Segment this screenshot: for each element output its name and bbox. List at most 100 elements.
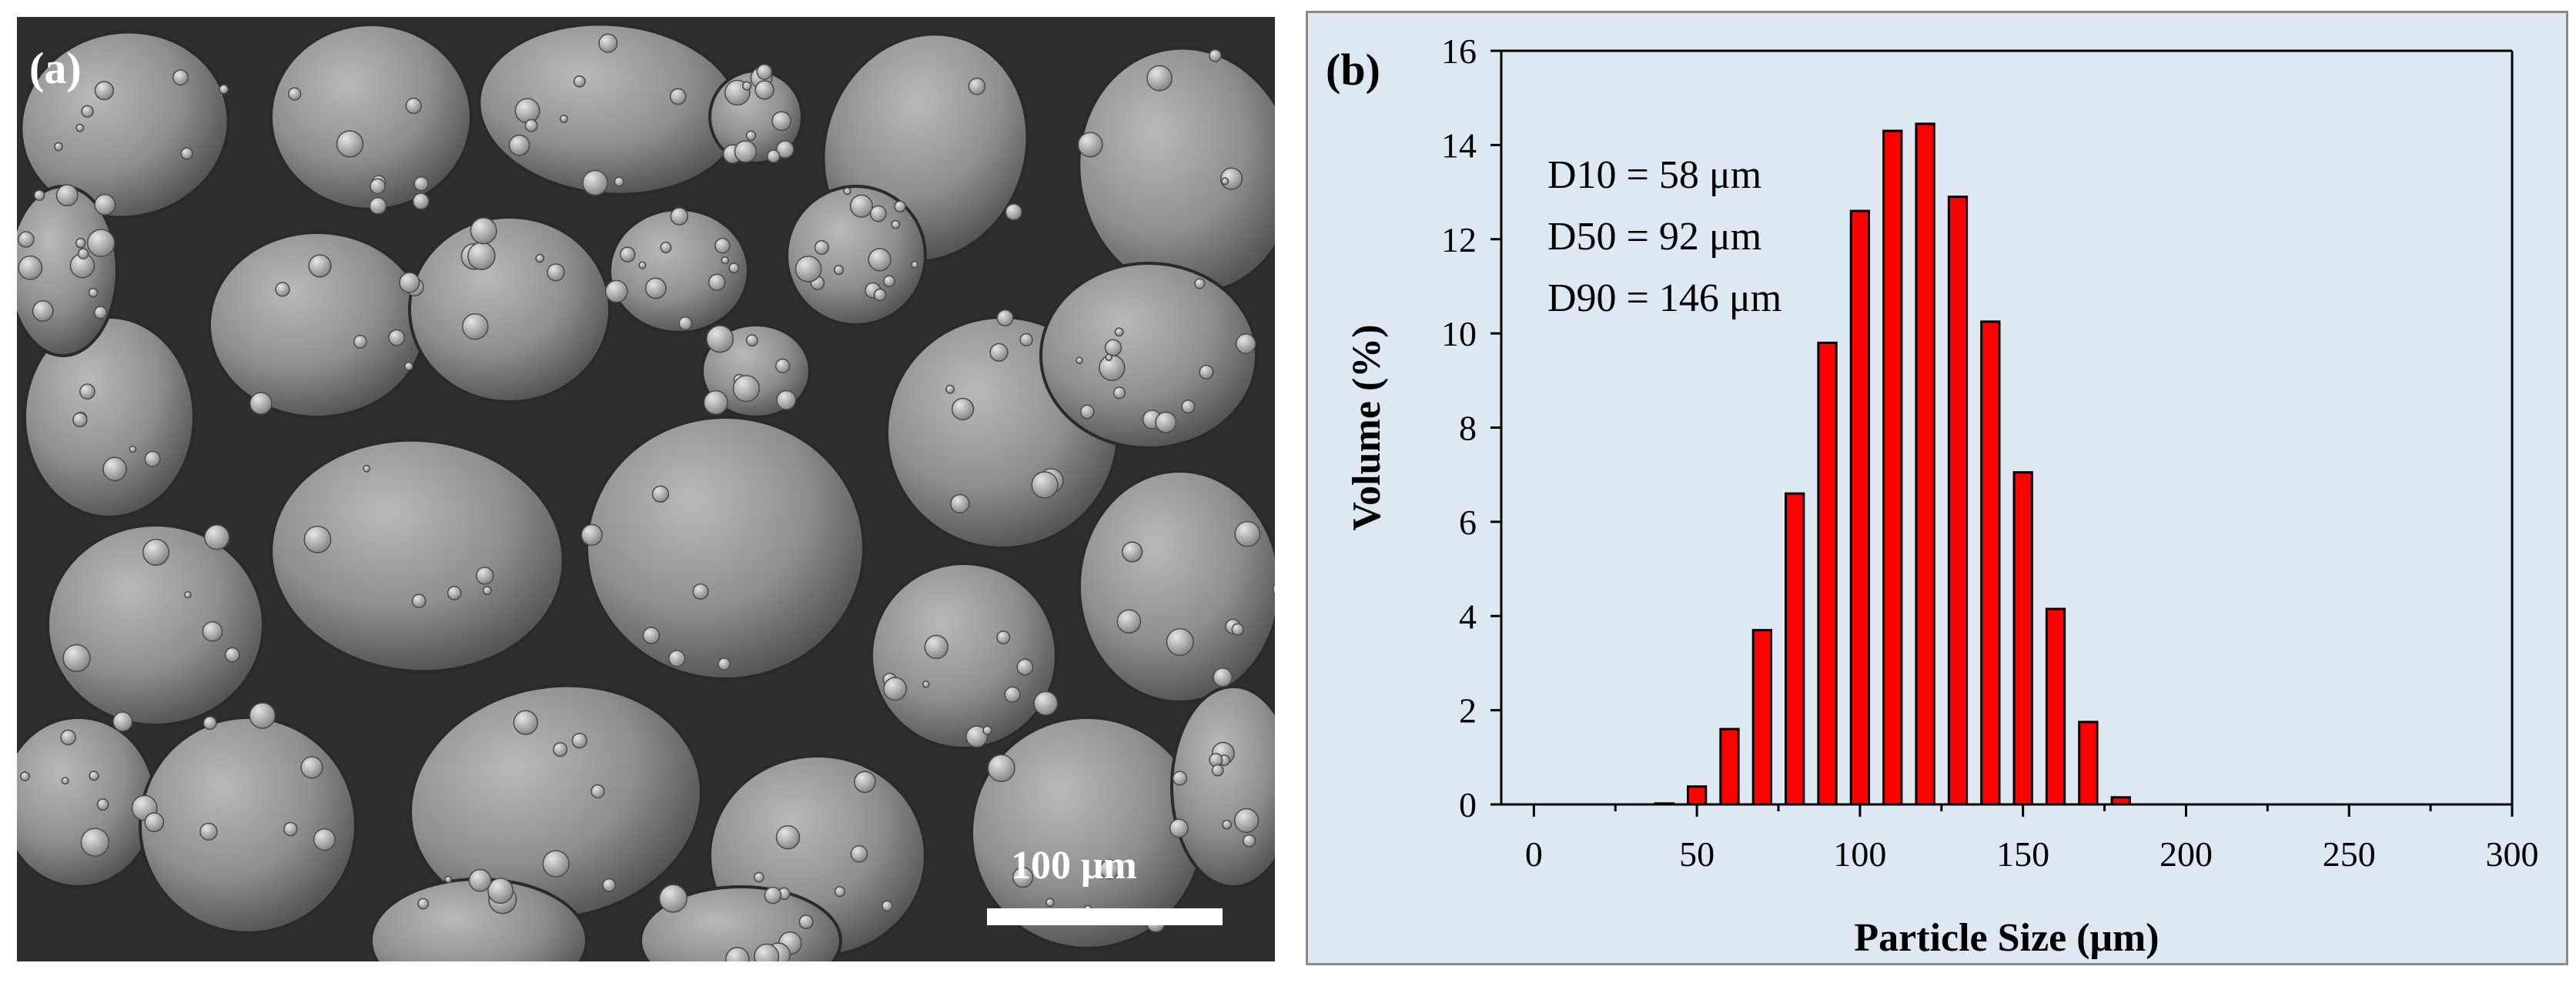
satellite-particle <box>1213 667 1233 687</box>
satellite-particle <box>1004 686 1021 703</box>
satellite-particle <box>745 130 757 141</box>
satellite-particle <box>1033 690 1059 716</box>
satellite-particle <box>144 450 161 467</box>
satellite-particle <box>1166 628 1194 657</box>
satellite-particle <box>487 878 514 904</box>
satellite-particle <box>883 677 908 701</box>
satellite-particle <box>144 812 165 833</box>
satellite-particle <box>714 237 731 254</box>
satellite-particle <box>33 189 45 202</box>
satellite-particle <box>482 586 492 595</box>
satellite-particle <box>81 105 94 118</box>
satellite-particle <box>1005 203 1022 221</box>
satellite-particle <box>604 279 628 303</box>
satellite-particle <box>882 900 893 912</box>
satellite-particle <box>75 238 86 249</box>
satellite-particle <box>775 824 801 850</box>
satellite-particle <box>300 756 323 779</box>
satellite-particle <box>447 586 462 600</box>
satellite-particle <box>996 309 1014 327</box>
satellite-particle <box>363 464 371 473</box>
satellite-particle <box>79 383 95 400</box>
satellite-particle <box>1243 834 1256 848</box>
satellite-particle <box>1114 327 1124 337</box>
satellite-particle <box>741 81 752 91</box>
powder-particle <box>269 23 473 211</box>
satellite-particle <box>61 777 69 785</box>
satellite-particle <box>1235 333 1256 354</box>
satellite-particle <box>303 525 332 553</box>
satellite-particle <box>771 111 791 132</box>
satellite-particle <box>54 142 63 152</box>
satellite-particle <box>1233 807 1260 834</box>
satellite-particle <box>965 725 989 748</box>
satellite-particle <box>1099 859 1120 880</box>
satellite-particle <box>764 886 782 904</box>
satellite-particle <box>598 33 618 53</box>
panel-a-label: (a) <box>29 43 82 93</box>
satellite-particle <box>199 822 218 841</box>
satellite-particle <box>869 205 887 222</box>
powder-particle <box>585 416 865 680</box>
satellite-particle <box>718 657 731 670</box>
satellite-particle <box>1076 356 1083 365</box>
satellite-particle <box>313 828 336 851</box>
satellite-particle <box>461 313 489 340</box>
satellite-particle <box>60 729 76 746</box>
satellite-particle <box>854 771 876 794</box>
satellite-particle <box>1211 764 1224 777</box>
satellite-particle <box>204 524 230 550</box>
satellite-particle <box>388 329 406 346</box>
satellite-particle <box>1077 132 1103 158</box>
satellite-particle <box>580 523 603 547</box>
satellite-particle <box>1209 48 1222 62</box>
satellite-particle <box>1209 753 1223 767</box>
satellite-particle <box>1122 541 1143 563</box>
satellite-particle <box>1016 658 1034 676</box>
satellite-particle <box>745 334 758 347</box>
scale-bar-label: 100 μm <box>1011 844 1137 888</box>
satellite-particle <box>93 306 108 319</box>
satellite-particle <box>88 287 99 298</box>
satellite-particle <box>660 241 672 253</box>
satellite-particle <box>883 275 895 288</box>
satellite-particle <box>1222 819 1233 830</box>
satellite-particle <box>756 63 773 80</box>
satellite-particle <box>1231 623 1244 636</box>
satellite-particle <box>524 119 538 132</box>
satellite-particle <box>1272 583 1275 597</box>
satellite-particle <box>1221 177 1229 186</box>
satellite-particle <box>249 392 273 415</box>
satellite-particle <box>172 69 189 86</box>
satellite-particle <box>614 176 624 187</box>
satellite-particle <box>850 844 868 863</box>
satellite-particle <box>951 397 975 421</box>
satellite-particle <box>417 898 430 910</box>
satellite-particle <box>708 273 726 292</box>
satellite-particle <box>547 263 565 282</box>
satellite-particle <box>1155 411 1177 433</box>
satellite-particle <box>728 262 740 274</box>
satellite-particle <box>1031 471 1059 499</box>
satellite-particle <box>18 231 35 248</box>
satellite-particle <box>982 725 992 736</box>
satellite-particle <box>404 361 413 371</box>
satellite-particle <box>336 130 364 158</box>
satellite-particle <box>513 710 538 735</box>
satellite-particle <box>989 343 1009 362</box>
satellite-particle <box>798 914 814 930</box>
satellite-particle <box>72 412 88 428</box>
satellite-particle <box>55 184 79 207</box>
satellite-particle <box>775 140 795 159</box>
satellite-particle <box>553 742 568 757</box>
satellite-particle <box>873 288 887 302</box>
satellite-particle <box>590 784 605 799</box>
satellite-particle <box>644 277 667 299</box>
satellite-particle <box>308 254 332 278</box>
satellite-particle <box>18 255 43 280</box>
satellite-particle <box>1181 400 1196 414</box>
satellite-particle <box>573 75 586 88</box>
satellite-particle <box>180 147 193 160</box>
satellite-particle <box>287 87 302 101</box>
satellite-particle <box>668 650 686 667</box>
